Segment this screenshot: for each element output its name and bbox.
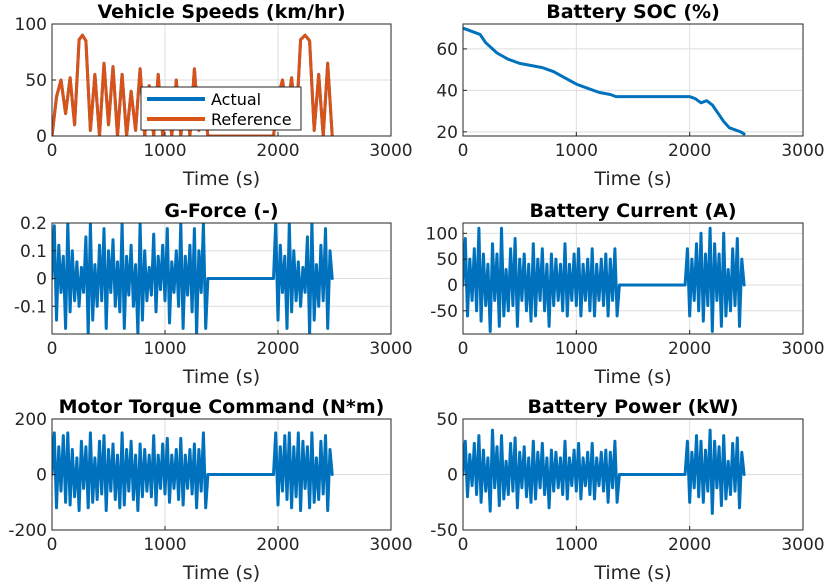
y-tick-label: 20: [436, 123, 458, 143]
x-tick-label: 0: [458, 535, 469, 555]
series-line: [463, 428, 746, 515]
series-line: [52, 431, 334, 513]
legend-entry-actual: Actual: [211, 90, 261, 109]
axes-box: [462, 222, 804, 335]
plot-area: [463, 24, 803, 136]
chart-title: Battery Power (kW): [527, 396, 738, 418]
x-tick-label: 3000: [369, 535, 412, 555]
axes-box: [462, 23, 804, 137]
y-tick-label: -50: [430, 521, 458, 541]
chart-title: G-Force (-): [164, 200, 278, 222]
chart-battery-soc: 0 1000 2000 3000 20 40 60 Battery SOC (%) Time (…: [436, 1, 824, 190]
x-tick-label: 0: [47, 141, 58, 161]
y-tick-label: 0: [36, 466, 47, 486]
x-tick-label: 3000: [369, 339, 412, 359]
x-axis-label: Time (s): [182, 168, 260, 190]
y-tick-label: 0: [447, 276, 458, 296]
y-tick-label: 0: [36, 270, 47, 290]
y-tick-label: 0.2: [20, 214, 47, 234]
x-tick-label: 0: [47, 535, 58, 555]
x-axis-label: Time (s): [182, 366, 260, 388]
x-tick-label: 1000: [143, 141, 186, 161]
x-tick-label: 3000: [781, 141, 824, 161]
y-tick-label: 0: [447, 466, 458, 486]
x-tick-label: 0: [458, 339, 469, 359]
x-tick-label: 2000: [256, 535, 299, 555]
chart-title: Motor Torque Command (N*m): [59, 396, 385, 418]
x-axis-label: Time (s): [593, 366, 671, 388]
chart-title: Battery Current (A): [529, 200, 736, 222]
x-tick-label: 1000: [555, 535, 598, 555]
series-line: [52, 223, 334, 334]
y-tick-label: 100: [426, 224, 458, 244]
chart-vehicle-speeds: 0 1000 2000 3000 0 50 100 Vehicle Speeds (km/hr…: [15, 1, 413, 190]
x-tick-label: 0: [458, 141, 469, 161]
legend-box: [140, 86, 302, 131]
x-tick-label: 1000: [555, 141, 598, 161]
series-line: [463, 26, 746, 136]
y-tick-label: 40: [436, 81, 458, 101]
y-tick-label: 100: [15, 15, 47, 35]
y-tick-label: 60: [436, 40, 458, 60]
series-line: [463, 226, 746, 333]
x-tick-label: 1000: [143, 339, 186, 359]
legend-entry-reference: Reference: [211, 110, 292, 129]
y-tick-label: 50: [25, 71, 47, 91]
x-tick-label: 1000: [555, 339, 598, 359]
chart-title: Battery SOC (%): [546, 1, 720, 23]
x-tick-label: 2000: [668, 141, 711, 161]
x-tick-label: 3000: [369, 141, 412, 161]
y-tick-label: 0.1: [20, 242, 47, 262]
x-tick-label: 2000: [256, 339, 299, 359]
x-tick-label: 2000: [668, 535, 711, 555]
y-tick-label: 0: [36, 127, 47, 147]
y-tick-label: -200: [8, 521, 47, 541]
y-tick-label: 50: [436, 410, 458, 430]
chart-g-force: 0 1000 2000 3000 -0.1 0 0.1 0.2 G-Force (-) Time …: [14, 200, 413, 388]
x-tick-label: 2000: [256, 141, 299, 161]
y-tick-label: -0.1: [14, 297, 47, 317]
x-tick-label: 1000: [143, 535, 186, 555]
x-tick-label: 3000: [781, 535, 824, 555]
chart-title: Vehicle Speeds (km/hr): [97, 1, 345, 23]
x-axis-label: Time (s): [593, 562, 671, 584]
y-tick-label: 50: [436, 250, 458, 270]
x-tick-label: 2000: [668, 339, 711, 359]
x-tick-label: 3000: [781, 339, 824, 359]
y-tick-label: -50: [430, 302, 458, 322]
y-tick-label: 200: [15, 410, 47, 430]
x-axis-label: Time (s): [182, 562, 260, 584]
x-axis-label: Time (s): [593, 168, 671, 190]
x-tick-label: 0: [47, 339, 58, 359]
